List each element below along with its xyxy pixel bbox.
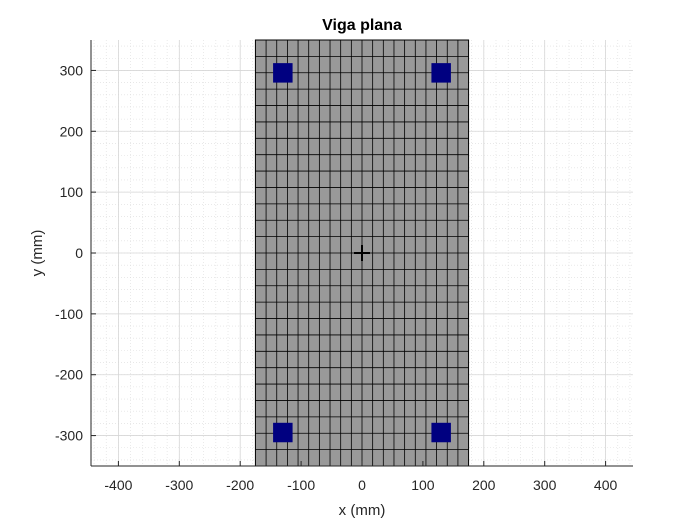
y-tick-labels: -300 -200 -100 0 100 200 300 bbox=[55, 62, 83, 443]
rebar-point bbox=[273, 63, 293, 83]
x-tick-label: -200 bbox=[226, 477, 254, 493]
y-tick-label: 100 bbox=[60, 184, 84, 200]
rebar-point bbox=[431, 63, 451, 83]
y-tick-label: 200 bbox=[60, 123, 84, 139]
x-tick-label: -300 bbox=[165, 477, 193, 493]
y-tick-label: 300 bbox=[60, 62, 84, 78]
chart-title: Viga plana bbox=[322, 17, 402, 34]
x-tick-label: 200 bbox=[472, 477, 496, 493]
y-tick-label: -100 bbox=[55, 306, 83, 322]
y-tick-label: -300 bbox=[55, 428, 83, 444]
x-tick-label: 300 bbox=[533, 477, 557, 493]
centroid-marker bbox=[354, 245, 370, 261]
x-tick-label: 400 bbox=[594, 477, 618, 493]
x-axis-label: x (mm) bbox=[339, 502, 386, 519]
x-tick-labels: -400 -300 -200 -100 0 100 200 300 400 bbox=[104, 477, 617, 493]
rebar-point bbox=[273, 422, 293, 443]
axes-box bbox=[90, 40, 633, 467]
x-tick-label: 100 bbox=[411, 477, 435, 493]
y-tick-label: 0 bbox=[75, 245, 83, 261]
rebar-point bbox=[431, 422, 451, 443]
x-tick-label: -100 bbox=[287, 477, 315, 493]
x-tick-label: -400 bbox=[104, 477, 132, 493]
y-tick-label: -200 bbox=[55, 367, 83, 383]
x-tick-label: 0 bbox=[358, 477, 366, 493]
rebar-points bbox=[273, 63, 451, 443]
y-axis-label: y (mm) bbox=[29, 230, 46, 277]
